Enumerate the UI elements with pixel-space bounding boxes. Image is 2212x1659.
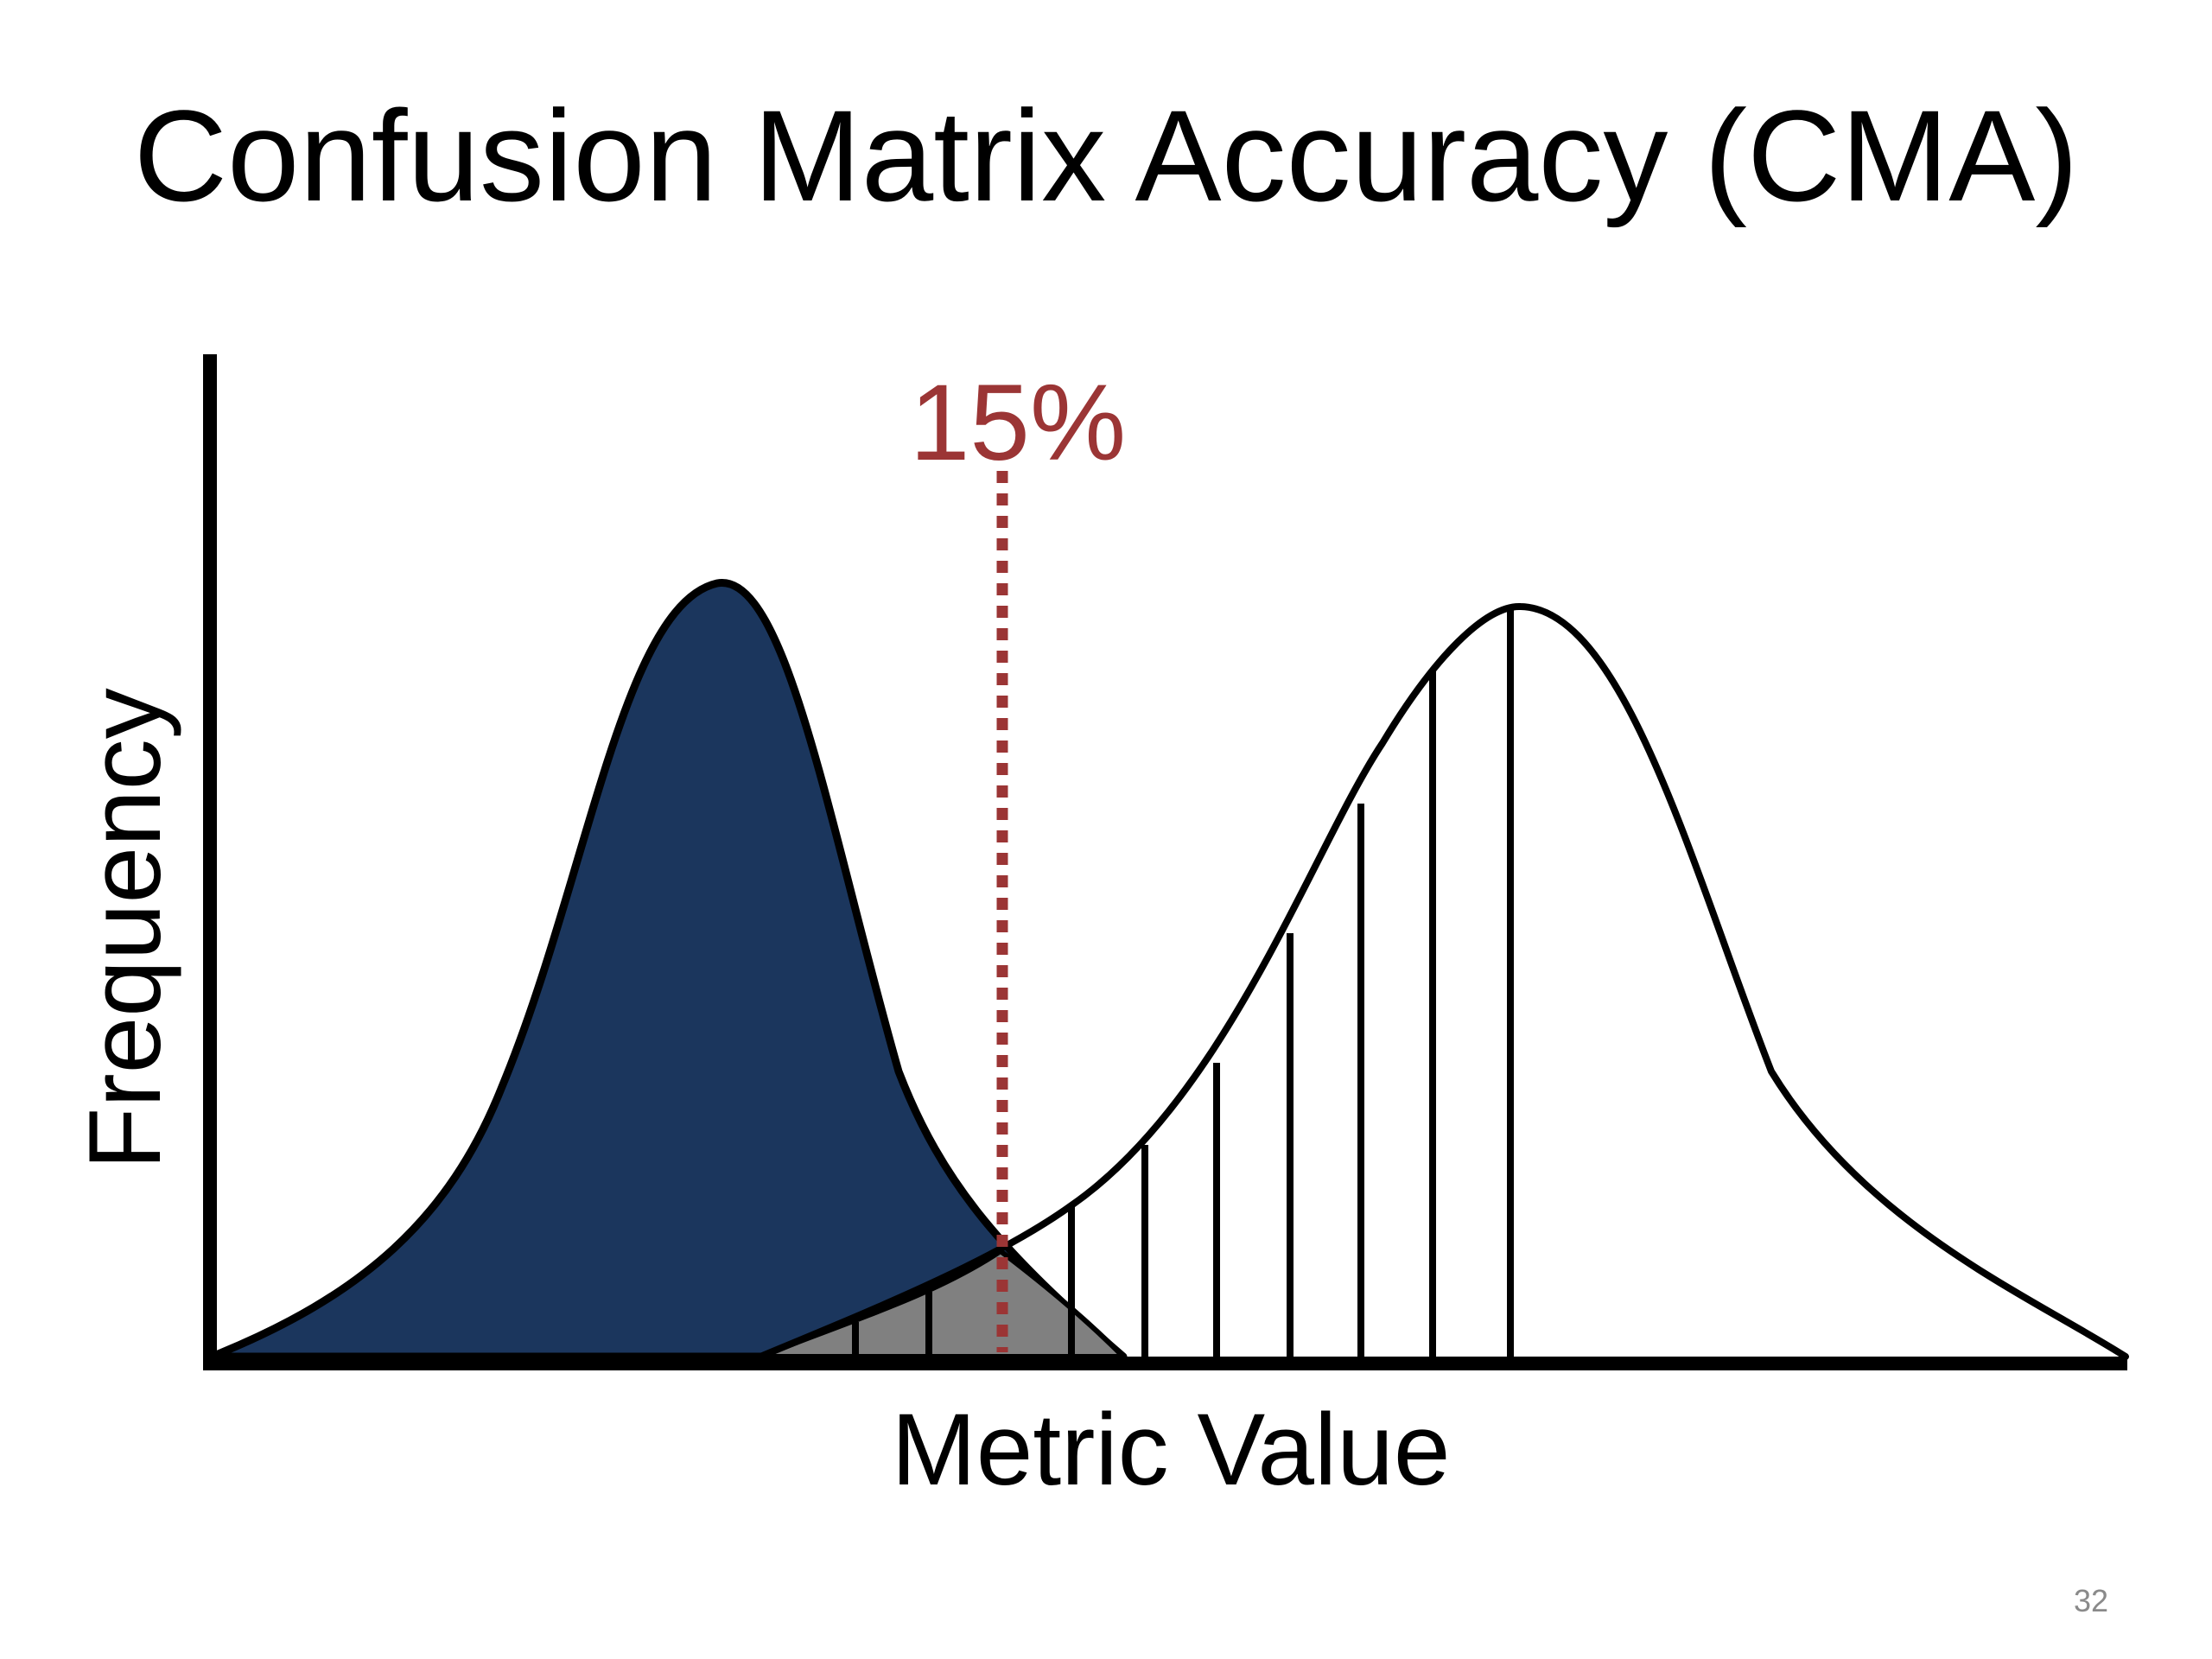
y-axis-label: Frequency (68, 688, 182, 1170)
threshold-label: 15% (910, 363, 1126, 483)
right-distribution-hatching (852, 605, 1514, 1357)
page-number: 32 (2073, 1583, 2109, 1618)
left-distribution-area (207, 579, 1128, 1361)
slide-title: Confusion Matrix Accuracy (CMA) (133, 83, 2079, 228)
x-axis-label: Metric Value (891, 1393, 1450, 1507)
right-distribution-curve (757, 602, 2129, 1360)
